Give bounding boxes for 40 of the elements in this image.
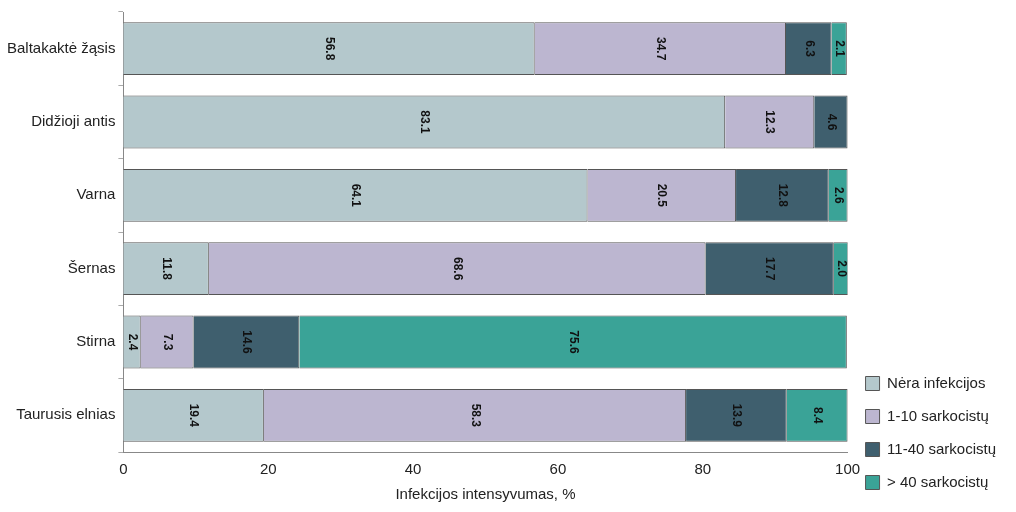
data-label: 56.8 [322,36,337,61]
x-axis-title: Infekcijos intensyvumas, % [395,485,576,503]
x-tick-label: 40 [404,460,422,478]
y-tick-label: Varna [76,185,117,203]
data-label: 4.6 [824,113,839,131]
data-label: 8.4 [810,406,825,424]
data-label: 20.5 [655,183,670,208]
x-tick-label: 20 [259,460,277,478]
data-label: 75.6 [566,330,581,354]
data-label: 7.3 [160,333,175,351]
data-label: 2.1 [832,40,847,58]
data-label: 17.7 [763,256,778,281]
data-label: 34.7 [654,36,669,61]
data-label: 2.0 [834,260,849,278]
data-label: 13.9 [730,403,745,428]
x-tick-label: 60 [549,460,567,478]
data-label: 19.4 [187,403,202,428]
data-label: 83.1 [417,110,432,134]
data-label: 12.8 [776,183,791,208]
data-label: 2.6 [831,186,846,204]
x-tick-label: 0 [119,460,128,478]
x-tick-label: 100 [835,460,861,478]
y-tick-label: Taurusis elnias [16,405,116,423]
data-label: 68.6 [450,256,465,281]
legend-label: 1-10 sarkocistų [887,406,989,424]
legend-label: > 40 sarkocistų [887,472,989,490]
data-label: 14.6 [240,330,255,354]
y-tick-label: Stirna [76,332,117,350]
data-label: 11.8 [159,257,174,281]
data-label: 64.1 [349,183,364,208]
y-tick-label: Baltakaktė žąsis [6,38,116,56]
data-label: 12.3 [763,110,778,134]
legend-label: Nėra infekcijos [887,373,986,391]
data-label: 2.4 [125,333,140,351]
y-tick-label: Šernas [67,258,116,276]
y-tick-label: Didžioji antis [31,112,116,130]
legend-label: 11-40 sarkocistų [887,439,997,457]
data-label: 58.3 [468,403,483,428]
x-tick-label: 80 [694,460,712,478]
data-label: 6.3 [802,40,817,58]
